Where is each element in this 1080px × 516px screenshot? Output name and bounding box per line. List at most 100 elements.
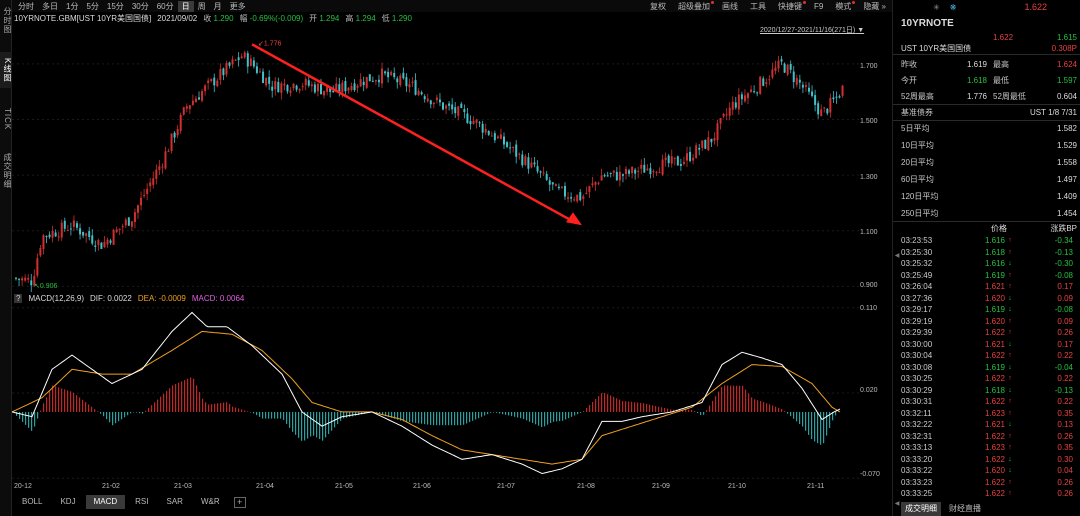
macd-histogram-bar: [208, 404, 210, 412]
star-icon[interactable]: ❋: [949, 2, 957, 12]
x-tick: 21-03: [174, 483, 192, 490]
macd-histogram-bar: [25, 411, 27, 425]
macd-histogram-bar: [277, 411, 279, 419]
candle-body: [600, 175, 603, 181]
candlestick-chart[interactable]: ↙1.776 ↖0.906: [12, 36, 860, 292]
candle-body: [246, 53, 249, 67]
quote-panel: ✳ ❋ 1.622 10YRNOTE 1.622 1.615 UST 10YR美…: [892, 0, 1080, 516]
macd-histogram-bar: [16, 411, 18, 416]
macd-histogram-bar: [433, 411, 435, 426]
hide-button[interactable]: 隐藏 »: [857, 1, 892, 12]
candle-body: [274, 80, 277, 90]
stat-label: 今开: [901, 75, 917, 85]
macd-histogram-bar: [655, 405, 657, 412]
macd-histogram-bar: [796, 411, 798, 422]
candle-body: [399, 75, 402, 85]
macd-histogram-bar: [184, 380, 186, 412]
tab-wr[interactable]: W&R: [200, 497, 220, 506]
scroll-up-icon[interactable]: ◀: [894, 253, 900, 259]
period-btn[interactable]: 30分: [131, 1, 149, 11]
candle-body: [841, 85, 844, 96]
candle-body: [24, 277, 27, 281]
period-btn[interactable]: 60分: [156, 1, 174, 11]
macd-histogram-bar: [274, 411, 276, 419]
stat-label: 52周最低: [993, 91, 1026, 101]
tab-sar[interactable]: SAR: [166, 497, 183, 506]
trade-time: 03:30:25: [901, 374, 933, 383]
candle-body: [789, 63, 792, 70]
candle-body: [728, 107, 731, 116]
tab-rsi[interactable]: RSI: [135, 497, 149, 506]
tab-trade-details[interactable]: 成交明细: [901, 502, 941, 516]
macd-histogram-bar: [460, 411, 462, 426]
candle-body: [634, 169, 637, 174]
tab-kline[interactable]: K线图: [0, 52, 12, 88]
period-btn[interactable]: 分时: [18, 1, 34, 11]
tab-tick[interactable]: TICK: [3, 107, 12, 131]
macd-histogram-bar: [19, 411, 21, 419]
overlay-button[interactable]: 超级叠加: [672, 0, 716, 12]
tab-timeshare[interactable]: 分时图: [3, 6, 12, 34]
candle-body: [57, 236, 60, 238]
trade-price: 1.622: [984, 454, 1005, 464]
candle-body: [262, 71, 265, 84]
candle-body: [301, 86, 304, 88]
macd-chart[interactable]: [12, 303, 860, 483]
period-btn[interactable]: 月: [213, 1, 222, 11]
tools-button[interactable]: 工具: [749, 1, 766, 11]
macd-histogram-bar: [538, 411, 540, 426]
trade-row: 03:30:08 1.619 ↓ -0.04: [901, 362, 1073, 373]
candle-body: [442, 102, 444, 110]
tab-kdj[interactable]: KDJ: [60, 497, 76, 506]
trade-price: 1.622: [984, 328, 1005, 337]
tab-live[interactable]: 财经直播: [949, 504, 981, 513]
scroll-down-icon[interactable]: ◀: [894, 501, 900, 507]
candle-body: [499, 134, 502, 139]
tab-trade-details[interactable]: 成交明细: [3, 153, 12, 189]
macd-histogram-bar: [526, 411, 528, 421]
period-btn-day[interactable]: 日: [177, 0, 194, 12]
trade-bp: 0.22: [1057, 374, 1073, 383]
date-range-selector[interactable]: 2020/12/27-2021/11/16(271日) ▼: [760, 25, 864, 35]
candle-body: [429, 100, 432, 105]
macd-histogram-bar: [163, 393, 165, 412]
period-btn[interactable]: 5分: [86, 1, 99, 11]
macd-histogram-bar: [46, 397, 48, 412]
candle-body: [432, 102, 435, 105]
candle-body: [808, 87, 810, 92]
mode-button[interactable]: 模式: [829, 0, 857, 12]
trade-time: 03:33:23: [901, 477, 933, 487]
period-btn[interactable]: 周: [197, 1, 206, 11]
open-field: 开 1.294: [309, 13, 339, 24]
macd-histogram-bar: [691, 409, 693, 412]
candle-body: [188, 105, 191, 109]
x-tick: 20-12: [14, 483, 32, 490]
draw-button[interactable]: 画线: [721, 1, 738, 11]
trade-time: 03:33:22: [901, 466, 933, 475]
f9-button[interactable]: F9: [813, 1, 824, 11]
settings-icon[interactable]: ✳: [933, 2, 940, 12]
add-indicator-icon[interactable]: +: [233, 496, 246, 508]
trade-bp: 0.09: [1057, 293, 1073, 303]
tab-macd[interactable]: MACD: [85, 495, 126, 509]
help-icon[interactable]: ?: [14, 293, 23, 303]
candle-body: [88, 231, 91, 237]
bench-label: 基准债券: [901, 107, 933, 117]
adjust-button[interactable]: 复权: [649, 1, 666, 11]
trade-bp: 0.04: [1057, 466, 1073, 475]
trade-bp: 0.35: [1057, 443, 1073, 452]
trade-time: 03:32:11: [901, 408, 932, 418]
tab-boll[interactable]: BOLL: [22, 497, 43, 506]
macd-histogram-bar: [517, 411, 519, 418]
trade-time: 03:25:32: [901, 259, 933, 268]
overlay-label: 超级叠加: [677, 1, 710, 11]
period-btn[interactable]: 15分: [106, 1, 124, 11]
period-btn-more[interactable]: 更多: [229, 1, 246, 11]
period-btn[interactable]: 多日: [42, 1, 58, 11]
macd-histogram-bar: [352, 411, 354, 417]
trade-time: 03:29:39: [901, 328, 933, 337]
hotkey-button[interactable]: 快捷键: [772, 0, 808, 12]
macd-histogram-bar: [172, 385, 174, 412]
period-btn[interactable]: 1分: [66, 1, 79, 11]
trade-time: 03:23:53: [901, 236, 933, 245]
